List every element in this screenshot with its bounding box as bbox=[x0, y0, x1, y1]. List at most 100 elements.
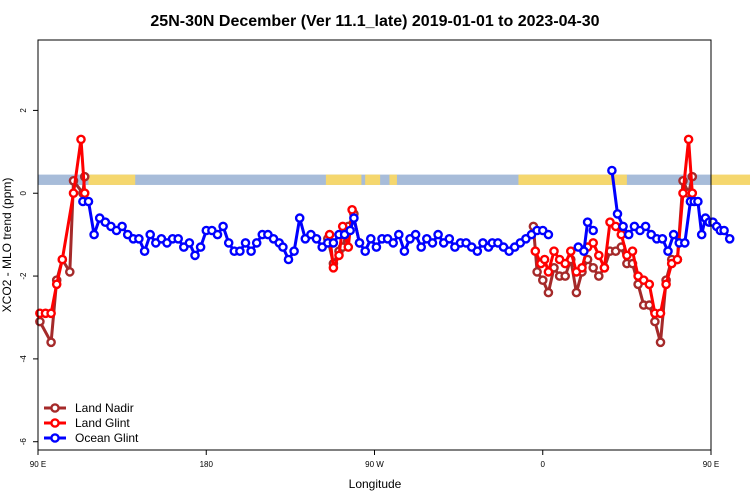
data-point bbox=[46, 308, 56, 319]
data-point bbox=[328, 262, 339, 273]
data-point bbox=[347, 204, 357, 215]
data-point bbox=[371, 242, 382, 252]
series-ocean-glint bbox=[78, 165, 735, 265]
data-point bbox=[328, 238, 339, 248]
chart-title: 25N-30N December (Ver 11.1_late) 2019-01… bbox=[150, 13, 599, 30]
x-tick-label: 90 W bbox=[365, 460, 384, 469]
legend-label: Land Glint bbox=[75, 416, 130, 430]
data-point bbox=[283, 254, 294, 265]
data-point bbox=[240, 238, 251, 248]
data-point bbox=[618, 221, 628, 232]
data-point bbox=[349, 213, 359, 223]
land-strip-segment bbox=[518, 174, 627, 185]
data-point bbox=[577, 262, 587, 273]
data-point bbox=[678, 188, 688, 198]
data-point bbox=[668, 229, 679, 240]
data-point bbox=[693, 196, 703, 207]
data-point bbox=[543, 267, 554, 277]
data-point bbox=[680, 238, 690, 248]
data-point bbox=[343, 242, 354, 252]
data-point bbox=[223, 238, 234, 248]
data-point bbox=[627, 246, 638, 256]
data-point bbox=[599, 262, 610, 273]
legend-marker bbox=[50, 433, 60, 443]
plot-area bbox=[35, 134, 735, 348]
data-point bbox=[68, 188, 79, 198]
data-point bbox=[719, 225, 729, 236]
data-point bbox=[724, 233, 735, 244]
data-point bbox=[117, 221, 127, 232]
data-point bbox=[650, 316, 660, 327]
legend-marker bbox=[50, 403, 60, 413]
data-point bbox=[393, 229, 404, 240]
data-point bbox=[663, 246, 673, 256]
x-tick-label: 90 E bbox=[703, 460, 719, 469]
data-point bbox=[539, 254, 550, 265]
data-point bbox=[246, 246, 256, 256]
y-axis: -6 -4 -2 0 2 bbox=[19, 108, 38, 446]
land-strip-segment bbox=[88, 174, 136, 185]
data-point bbox=[278, 242, 288, 252]
land-strip-segment bbox=[325, 174, 362, 185]
data-point bbox=[51, 279, 62, 290]
data-point bbox=[472, 246, 483, 256]
x-tick-label: 180 bbox=[200, 460, 214, 469]
data-point bbox=[218, 221, 228, 232]
y-tick-label: 0 bbox=[19, 190, 28, 195]
data-point bbox=[410, 229, 421, 240]
y-tick-label: -6 bbox=[19, 438, 28, 446]
data-point bbox=[399, 246, 410, 256]
data-point bbox=[89, 229, 99, 240]
data-point bbox=[334, 250, 344, 261]
data-point bbox=[588, 262, 599, 273]
land-ocean-strip bbox=[38, 174, 750, 185]
data-point bbox=[560, 271, 571, 281]
x-axis-label: Longitude bbox=[349, 477, 402, 491]
data-point bbox=[195, 242, 206, 252]
data-point bbox=[530, 246, 541, 256]
data-point bbox=[549, 246, 559, 256]
data-point bbox=[289, 246, 299, 256]
data-point bbox=[46, 337, 56, 348]
data-point bbox=[687, 188, 698, 198]
data-point bbox=[582, 217, 593, 227]
data-point bbox=[588, 225, 599, 236]
data-point bbox=[532, 267, 542, 277]
legend-marker bbox=[50, 418, 60, 428]
series-land-glint bbox=[35, 134, 698, 319]
data-point bbox=[543, 287, 554, 298]
data-point bbox=[657, 233, 668, 244]
data-point bbox=[57, 254, 68, 265]
y-tick-label: -2 bbox=[19, 272, 28, 280]
data-point bbox=[683, 134, 694, 145]
data-point bbox=[594, 250, 604, 261]
data-point bbox=[433, 229, 443, 240]
data-point bbox=[294, 213, 305, 223]
data-point bbox=[190, 250, 200, 261]
land-strip-segment bbox=[389, 174, 397, 185]
legend-label: Land Nadir bbox=[75, 401, 134, 415]
data-point bbox=[696, 229, 707, 240]
data-point bbox=[337, 221, 348, 232]
data-point bbox=[655, 337, 666, 348]
data-point bbox=[365, 233, 376, 244]
y-tick-label: -4 bbox=[19, 355, 28, 363]
data-point bbox=[345, 225, 356, 236]
data-point bbox=[444, 233, 455, 244]
data-point bbox=[655, 308, 666, 319]
data-point bbox=[139, 246, 150, 256]
data-point bbox=[640, 221, 651, 232]
data-point bbox=[79, 188, 90, 198]
series-line bbox=[39, 137, 87, 315]
data-point bbox=[311, 233, 322, 244]
data-point bbox=[65, 267, 75, 277]
data-point bbox=[145, 229, 155, 240]
data-point bbox=[623, 229, 634, 240]
x-tick-label: 90 E bbox=[30, 460, 46, 469]
x-tick-label: 0 bbox=[541, 460, 546, 469]
data-point bbox=[83, 196, 94, 207]
land-strip-segment bbox=[365, 174, 381, 185]
data-point bbox=[566, 246, 576, 256]
data-point bbox=[427, 238, 438, 248]
